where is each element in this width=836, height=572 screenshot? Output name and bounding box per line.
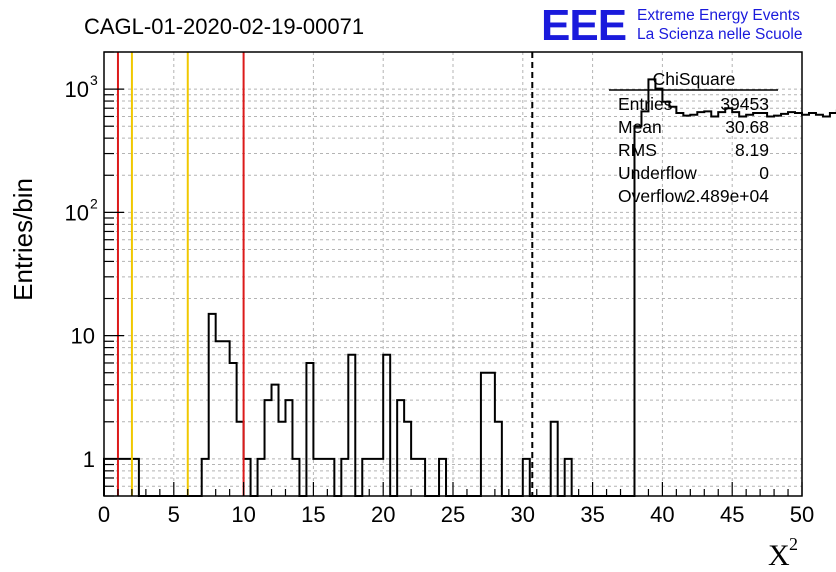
x-tick-label: 0 — [98, 502, 110, 527]
stats-row-label: Entries — [618, 94, 673, 114]
x-tick-label: 15 — [301, 502, 325, 527]
stats-row-value: 2.489e+04 — [686, 186, 769, 206]
y-tick-label-exponent: 2 — [90, 195, 98, 211]
x-tick-label: 40 — [650, 502, 674, 527]
axes — [103, 51, 803, 497]
x-tick-label: 25 — [441, 502, 465, 527]
x-axis-label-superscript: 2 — [789, 534, 798, 554]
y-axis-label: Entries/bin — [8, 178, 38, 301]
chart-title: CAGL-01-2020-02-19-00071 — [84, 14, 364, 39]
x-tick-labels: 0 5 10 15 20 25 30 35 40 45 50 — [98, 502, 814, 527]
histogram-outline — [103, 78, 836, 497]
stats-row-label: RMS — [618, 140, 657, 160]
stats-row-value: 0 — [759, 163, 769, 183]
histogram-bars — [103, 78, 836, 497]
stats-row-label: Mean — [618, 117, 662, 137]
eee-logo-line1: Extreme Energy Events — [637, 7, 800, 24]
y-tick-label-exponent: 3 — [90, 72, 98, 88]
stats-row-value: 30.68 — [725, 117, 769, 137]
eee-logo-line2: La Scienza nelle Scuole — [637, 26, 802, 43]
eee-logo: EEE Extreme Energy Events La Scienza nel… — [541, 1, 802, 50]
x-tick-label: 10 — [231, 502, 255, 527]
y-tick-label: 10 — [71, 324, 95, 349]
x-tick-label: 20 — [371, 502, 395, 527]
stats-row-value: 8.19 — [735, 140, 769, 160]
x-tick-label: 45 — [720, 502, 744, 527]
grid-lines — [104, 52, 802, 496]
stats-box-name: ChiSquare — [653, 69, 736, 89]
stats-row-label: Underflow — [618, 163, 697, 183]
y-tick-label: 1 — [83, 447, 95, 472]
stats-row-label: Overflow — [618, 186, 687, 206]
x-tick-label: 5 — [168, 502, 180, 527]
x-axis-label: X — [768, 539, 790, 572]
reference-lines — [116, 52, 534, 496]
y-tick-label: 10 — [65, 77, 89, 102]
x-tick-label: 50 — [790, 502, 814, 527]
stats-row-value: 39453 — [720, 94, 769, 114]
eee-logo-mark: EEE — [541, 1, 626, 50]
x-tick-label: 30 — [511, 502, 535, 527]
y-tick-label: 10 — [65, 200, 89, 225]
stats-box: ChiSquare Entries 39453 Mean 30.68 RMS 8.19 Un… — [609, 69, 778, 206]
x-tick-label: 35 — [580, 502, 604, 527]
